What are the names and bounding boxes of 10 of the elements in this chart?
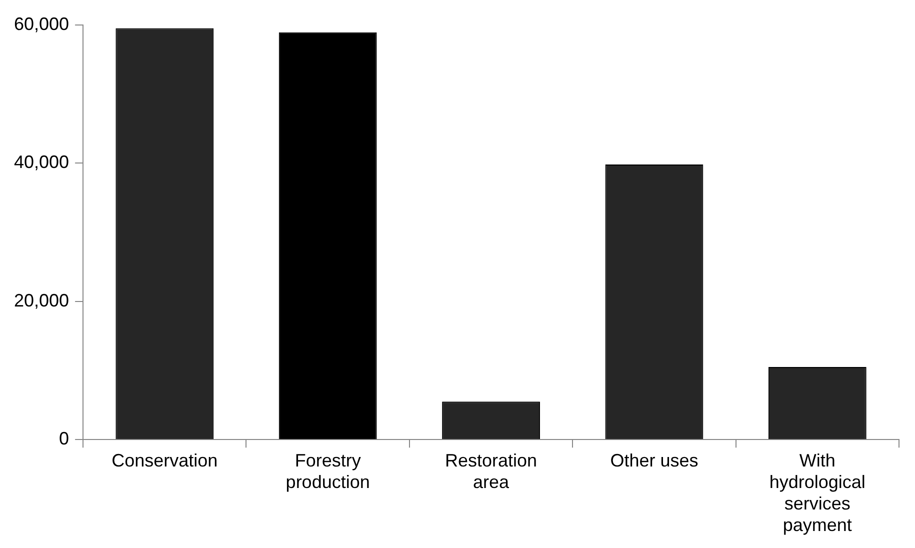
bar [278, 32, 377, 440]
y-tick-label: 40,000 [14, 152, 70, 172]
y-tick-label: 0 [59, 428, 70, 449]
y-tick-label: 60,000 [14, 14, 70, 34]
x-tick-label: Other uses [610, 450, 698, 470]
y-tick-label: 20,000 [14, 290, 70, 310]
x-tick-label: With hydrological services payment [769, 450, 866, 536]
x-tick-label: Forestry production [286, 450, 370, 492]
x-tick-label: Restoration area [444, 450, 538, 492]
x-tick-label: Conservation [112, 450, 218, 470]
